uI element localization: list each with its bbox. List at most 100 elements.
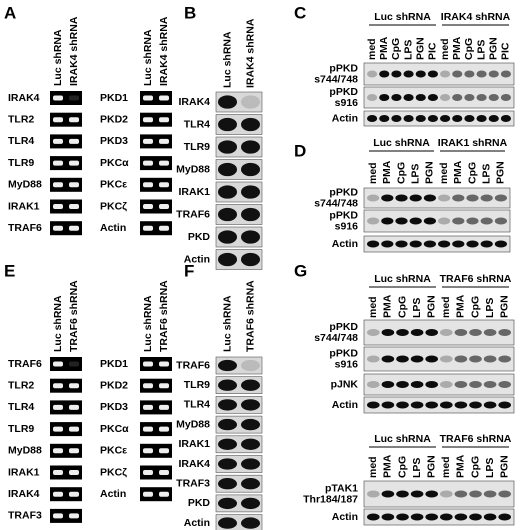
row-label: IRAK4 xyxy=(8,92,40,104)
lane-label: IRAK4 shRNA xyxy=(244,18,256,88)
row-label: PKCα xyxy=(100,157,129,169)
gel-band xyxy=(159,426,169,432)
row-label: TLR9 xyxy=(8,423,34,435)
blot-band xyxy=(410,490,424,498)
blot-band xyxy=(396,401,409,409)
blot-band xyxy=(483,329,497,336)
blot-band xyxy=(409,240,422,248)
blot-band xyxy=(241,117,260,132)
row-label: TLR9 xyxy=(184,141,210,153)
lane-label: LPS xyxy=(411,458,423,478)
blot-band xyxy=(480,240,493,248)
blot-band xyxy=(500,70,511,78)
blot-band xyxy=(466,217,479,225)
lane-label: LPS xyxy=(484,298,496,318)
lane-label: med xyxy=(440,456,452,478)
row-label: PKD2 xyxy=(100,379,128,391)
blot-band xyxy=(464,115,475,122)
lane-label: LPS xyxy=(411,298,423,318)
gel-band xyxy=(69,448,79,454)
blot-band xyxy=(241,252,260,267)
row-label: TLR9 xyxy=(8,157,34,169)
blot-band xyxy=(476,115,487,122)
row-label: PKCα xyxy=(100,423,129,435)
blot-band xyxy=(396,513,409,521)
blot-band xyxy=(241,207,260,222)
blot-band xyxy=(440,490,453,498)
blot-strip xyxy=(363,110,515,127)
lane-label: LPS xyxy=(480,164,492,184)
row-label: Actin xyxy=(332,238,358,250)
gel-band xyxy=(159,204,169,209)
gel-strip xyxy=(140,357,172,371)
lane-label: Luc shRNA xyxy=(221,31,233,88)
lane-label: CpG xyxy=(395,162,407,184)
gel-strip xyxy=(140,177,172,192)
row-label: MyD88 xyxy=(176,418,210,430)
blot-band xyxy=(367,70,378,78)
blot-band xyxy=(469,355,482,363)
row-label: s916 xyxy=(335,220,359,232)
row-label: Actin xyxy=(184,517,210,529)
gel-strip xyxy=(140,465,172,480)
blot-band xyxy=(500,115,511,122)
blot-band xyxy=(440,401,453,409)
row-label: PKD xyxy=(188,497,211,509)
blot-band xyxy=(241,162,260,177)
lane-label: med xyxy=(366,38,378,60)
blot-strip xyxy=(363,373,515,396)
blot-band xyxy=(218,359,237,372)
blot-band xyxy=(391,70,402,78)
blot-band xyxy=(241,379,260,391)
lane-label: med xyxy=(438,162,450,184)
blot-band xyxy=(381,240,394,248)
lane-label: PMA xyxy=(455,454,467,478)
gel-band xyxy=(69,404,79,410)
blot-band xyxy=(367,217,380,225)
blot-band xyxy=(466,240,479,248)
gel-band xyxy=(143,491,153,497)
row-label: TLR9 xyxy=(184,379,210,391)
row-label: pPKD xyxy=(329,62,358,74)
blot-band xyxy=(395,217,408,225)
blot-band xyxy=(367,94,378,101)
gel-band xyxy=(53,470,63,475)
blot-band xyxy=(425,355,439,363)
blot-strip xyxy=(363,235,511,253)
blot-band xyxy=(454,381,468,388)
row-label: Actin xyxy=(332,511,358,523)
blot-band xyxy=(381,513,395,521)
lane-label: PGN xyxy=(424,161,436,184)
blot-band xyxy=(395,194,408,202)
gel-band xyxy=(53,491,63,497)
panel-letter: E xyxy=(4,261,15,280)
row-label: TRAF6 xyxy=(8,358,42,370)
gel-band xyxy=(53,513,63,519)
blot-band xyxy=(410,355,424,363)
gel-band xyxy=(143,470,153,475)
lane-label: CpG xyxy=(469,296,481,318)
blot-band xyxy=(395,240,408,248)
lane-label: Luc shRNA xyxy=(221,295,233,352)
gel-strip xyxy=(50,378,82,393)
blot-band xyxy=(218,458,237,470)
blot-band xyxy=(403,70,414,78)
blot-band xyxy=(381,490,395,498)
blot-band xyxy=(396,381,409,388)
row-label: PKCε xyxy=(100,445,127,457)
gel-band xyxy=(53,383,63,389)
blot-band xyxy=(469,513,482,521)
lane-label: PMA xyxy=(381,160,393,184)
row-label: TRAF3 xyxy=(8,510,42,522)
group-label: Luc shRNA xyxy=(374,11,431,23)
gel-strip xyxy=(140,221,172,236)
gel-band xyxy=(69,383,79,389)
blot-band xyxy=(423,240,436,248)
blot-band xyxy=(381,355,395,363)
lane-label: PMA xyxy=(451,36,463,60)
blot-band xyxy=(367,115,378,122)
blot-band xyxy=(218,162,237,177)
blot-band xyxy=(241,230,260,244)
blot-band xyxy=(218,517,237,529)
blot-band xyxy=(218,95,237,109)
